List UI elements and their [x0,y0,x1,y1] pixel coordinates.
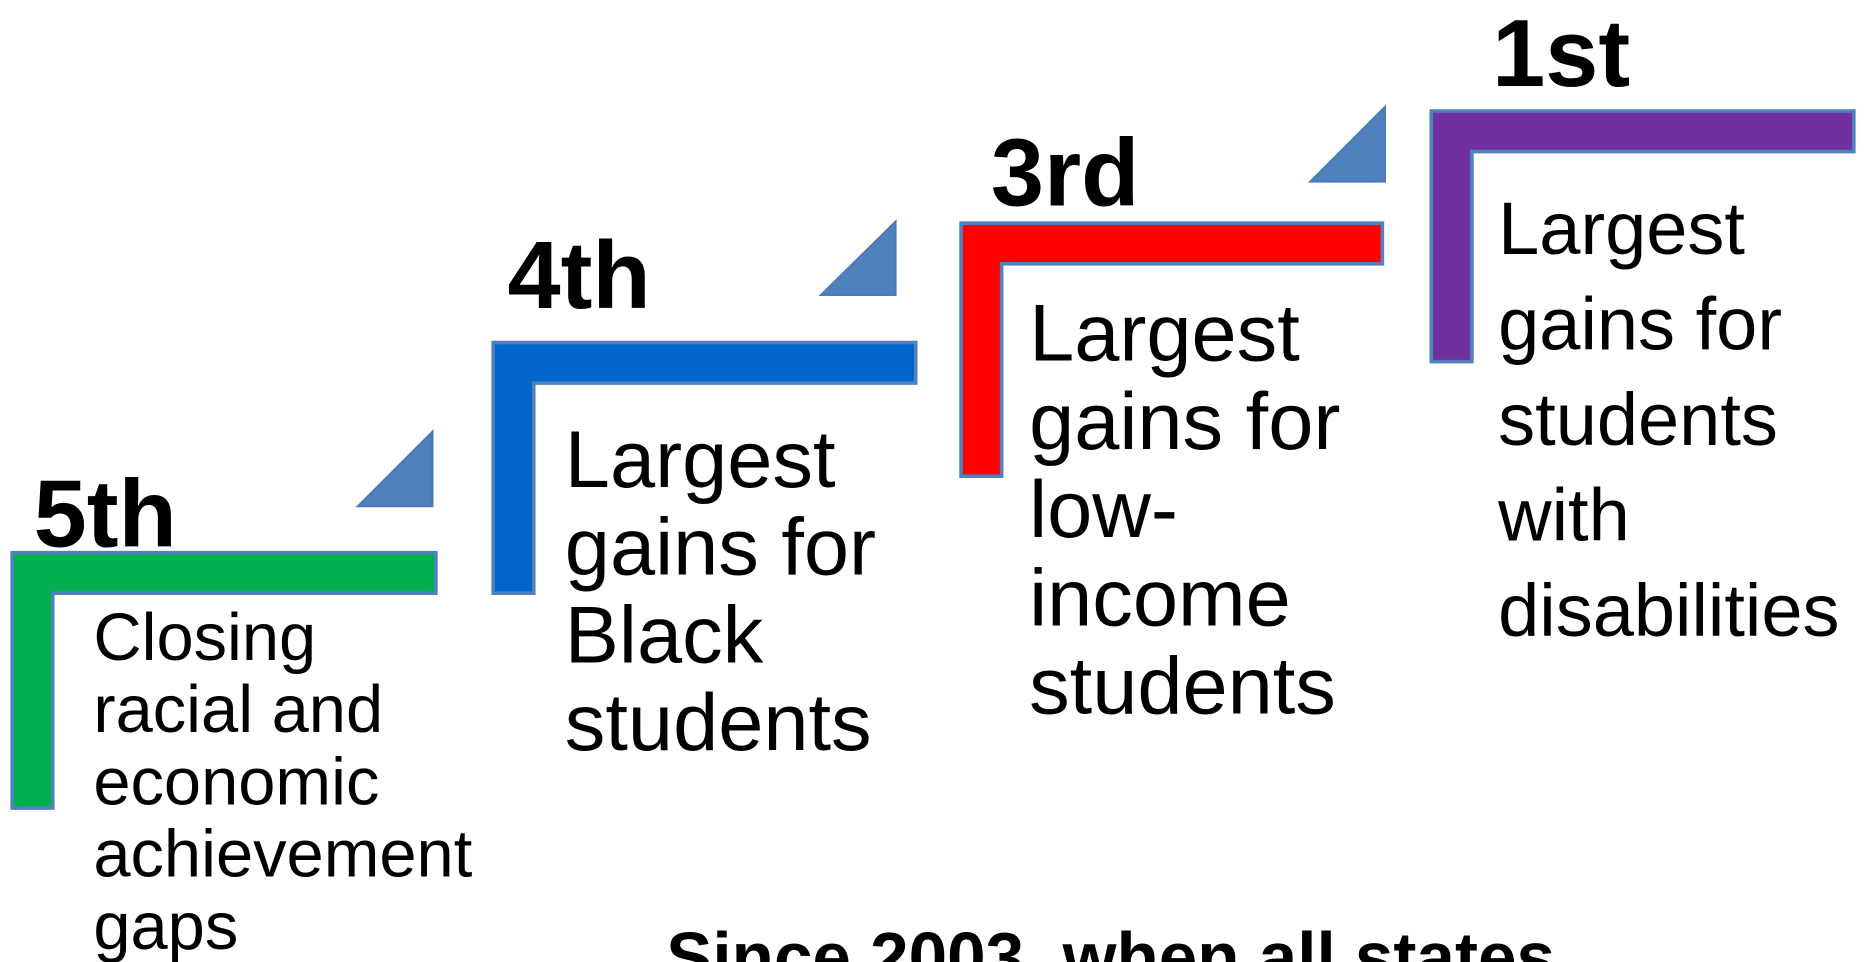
step-bracket [10,550,438,810]
step-arrow [818,219,897,296]
step-description-line: low- [1029,465,1178,555]
step-bracket [1429,109,1856,364]
step-description-line: Largest [1029,288,1300,378]
step-rank: 5th [34,462,177,568]
step-description-line: income [1029,553,1291,643]
step-description-line: with [1497,474,1630,557]
step-arrow [355,429,434,508]
step-description-line: gains for [565,503,876,593]
step-description-line: economic [93,745,379,819]
step-bracket [959,221,1385,479]
footer-text: Since 2003, when all states [666,918,1555,962]
step-rank: 1st [1492,1,1630,107]
step-bracket [491,340,918,595]
step-arrow [1307,104,1386,183]
step-description-line: students [565,678,872,768]
step-description-line: Largest [1498,187,1745,270]
step-description-line: Black [565,590,764,680]
step-rank: 3rd [991,120,1140,226]
step-description-line: gains for [1498,283,1782,366]
step-description-line: Closing [93,601,316,675]
step-description-line: students [1498,378,1778,461]
step-description-line: gains for [1029,377,1340,467]
step-rank: 4th [508,223,651,329]
step-description-line: gaps [93,890,238,962]
step-description-line: disabilities [1498,569,1839,652]
step-description-line: Largest [565,415,836,505]
step-description-line: achievement [93,818,472,892]
step-description-line: racial and [93,673,383,747]
step-description-line: students [1029,642,1336,732]
